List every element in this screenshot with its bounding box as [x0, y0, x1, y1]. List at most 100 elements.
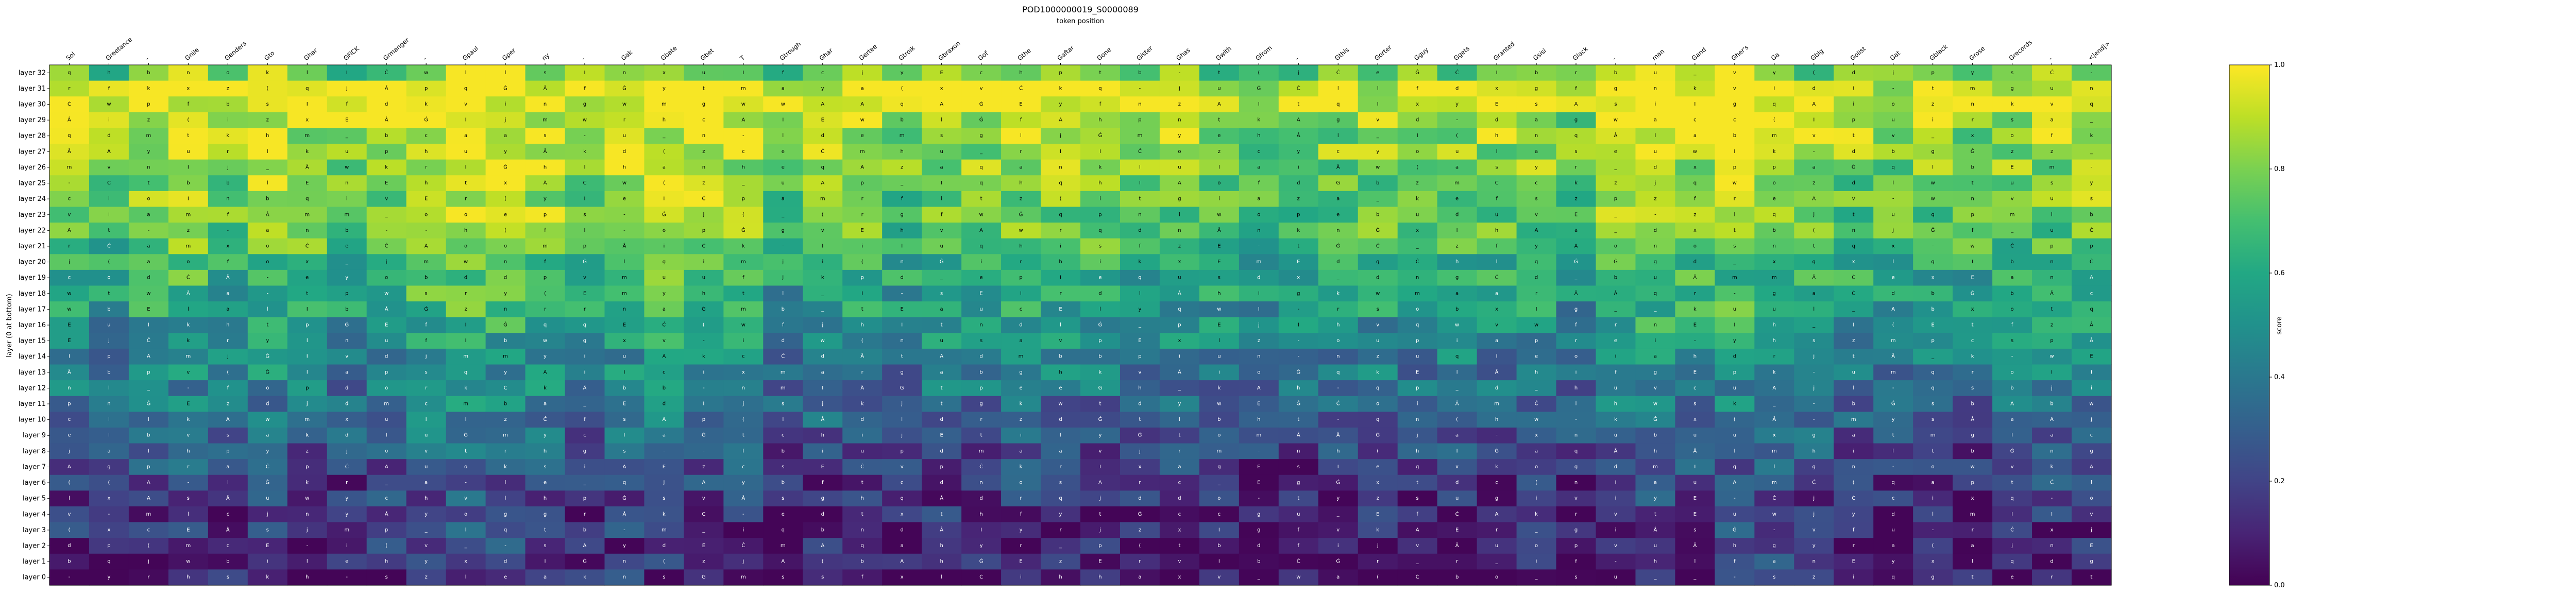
cell-label: b [782, 480, 785, 486]
cell-label: i [505, 101, 506, 107]
cell-label: k [147, 86, 150, 91]
cell-label: d [821, 512, 824, 517]
cell-label: _ [1733, 259, 1736, 265]
heatmap-cell [1715, 112, 1755, 129]
heatmap-cell [247, 65, 288, 81]
cell-label: a [782, 86, 785, 91]
heatmap-cell [1754, 112, 1794, 129]
cell-label: t [2011, 480, 2013, 486]
cell-label: z [1574, 196, 1577, 202]
heatmap-cell [684, 159, 724, 176]
heatmap-cell [1635, 65, 1676, 81]
cell-label: ( [1377, 448, 1379, 454]
x-tick-label: Grecords [2008, 39, 2033, 62]
cell-label: ( [703, 322, 705, 328]
cell-label: I [307, 307, 308, 312]
cell-label: q [1931, 369, 1934, 375]
cell-label: c [68, 196, 71, 202]
cell-label: j [2090, 417, 2092, 422]
heatmap-cell [49, 159, 90, 176]
heatmap-cell [565, 207, 605, 223]
cell-label: Ċ [1852, 495, 1855, 501]
cell-label: I [1456, 228, 1458, 233]
heatmap-cell [1675, 128, 1715, 144]
cell-label: d [345, 385, 348, 391]
cell-label: h [1059, 369, 1062, 375]
cell-label: l [465, 70, 467, 76]
cell-label: g [1336, 117, 1340, 123]
cell-label: e [2011, 574, 2014, 580]
cell-label: g [979, 133, 982, 139]
cell-label: p [544, 212, 547, 217]
cell-label: d [1614, 464, 1617, 470]
heatmap-cell [1794, 96, 1834, 113]
heatmap-cell [723, 65, 764, 81]
cell-label: m [503, 433, 508, 438]
heatmap-cell [842, 65, 883, 81]
heatmap-cell [168, 65, 209, 81]
heatmap-cell [1477, 80, 1517, 97]
heatmap-cell [882, 238, 922, 254]
cell-label: k [1971, 354, 1974, 360]
heatmap-cell [1318, 65, 1359, 81]
cell-label: t [1178, 433, 1180, 438]
cell-label: _ [979, 149, 983, 155]
heatmap-cell [1953, 175, 1993, 192]
heatmap-cell [961, 128, 1002, 144]
cell-label: u [1217, 354, 1221, 360]
heatmap-cell [961, 238, 1002, 254]
heatmap-cell [1596, 223, 1636, 239]
cell-label: y [1178, 401, 1181, 407]
heatmap-cell [1675, 191, 1715, 208]
cell-label: Ċ [1455, 69, 1459, 76]
cell-label: Ġ [1336, 179, 1340, 186]
cell-label: q [861, 543, 864, 549]
heatmap-cell [842, 223, 883, 239]
cell-label: d [1495, 117, 1498, 123]
cell-label: Ġ [979, 116, 984, 123]
x-tick-label: Gblack [1928, 43, 1950, 62]
cell-label: i [1655, 338, 1656, 344]
cell-label: l [1892, 180, 1894, 186]
cell-label: t [1813, 243, 1815, 249]
cell-label: I [1218, 527, 1220, 533]
cell-label: z [702, 180, 705, 186]
heatmap-cell [485, 223, 526, 239]
cell-label: z [464, 307, 467, 312]
cell-label: - [1456, 117, 1458, 123]
cell-label: l [505, 480, 506, 486]
cell-label: g [1416, 464, 1419, 470]
y-tick-label: layer 31 [19, 85, 46, 93]
heatmap-cell [247, 175, 288, 192]
x-tick-label: Granted [1492, 40, 1516, 62]
heatmap-cell [1080, 128, 1121, 144]
heatmap-cell [1278, 223, 1319, 239]
cell-label: f [1496, 243, 1498, 249]
cell-label: q [1892, 164, 1895, 170]
y-tick-label: layer 3 [23, 526, 46, 534]
cell-label: ( [1535, 480, 1537, 486]
cell-label: b [1455, 307, 1459, 312]
heatmap-cell [604, 191, 645, 208]
cell-label: d [1654, 164, 1657, 170]
cell-label: o [1217, 180, 1221, 186]
heatmap-cell [327, 80, 367, 97]
heatmap-cell [2032, 112, 2072, 129]
cell-label: Â [385, 84, 388, 91]
cell-label: I [861, 291, 863, 296]
cell-label: E [1852, 559, 1855, 565]
cell-label: o [1019, 480, 1022, 486]
heatmap-cell [1001, 238, 1041, 254]
cell-label: E [306, 180, 309, 186]
heatmap-cell [525, 159, 566, 176]
cell-label: d [1138, 401, 1141, 407]
cell-label: f [544, 228, 546, 233]
cell-label: p [900, 448, 903, 454]
x-tick-label: Gher's [1730, 44, 1750, 62]
heatmap-cell [287, 65, 328, 81]
cell-label: i [1218, 196, 1220, 202]
cell-label: Â [1574, 290, 1578, 296]
cell-label: d [1019, 322, 1022, 328]
heatmap-cell [961, 191, 1002, 208]
cell-label: k [1139, 259, 1142, 265]
